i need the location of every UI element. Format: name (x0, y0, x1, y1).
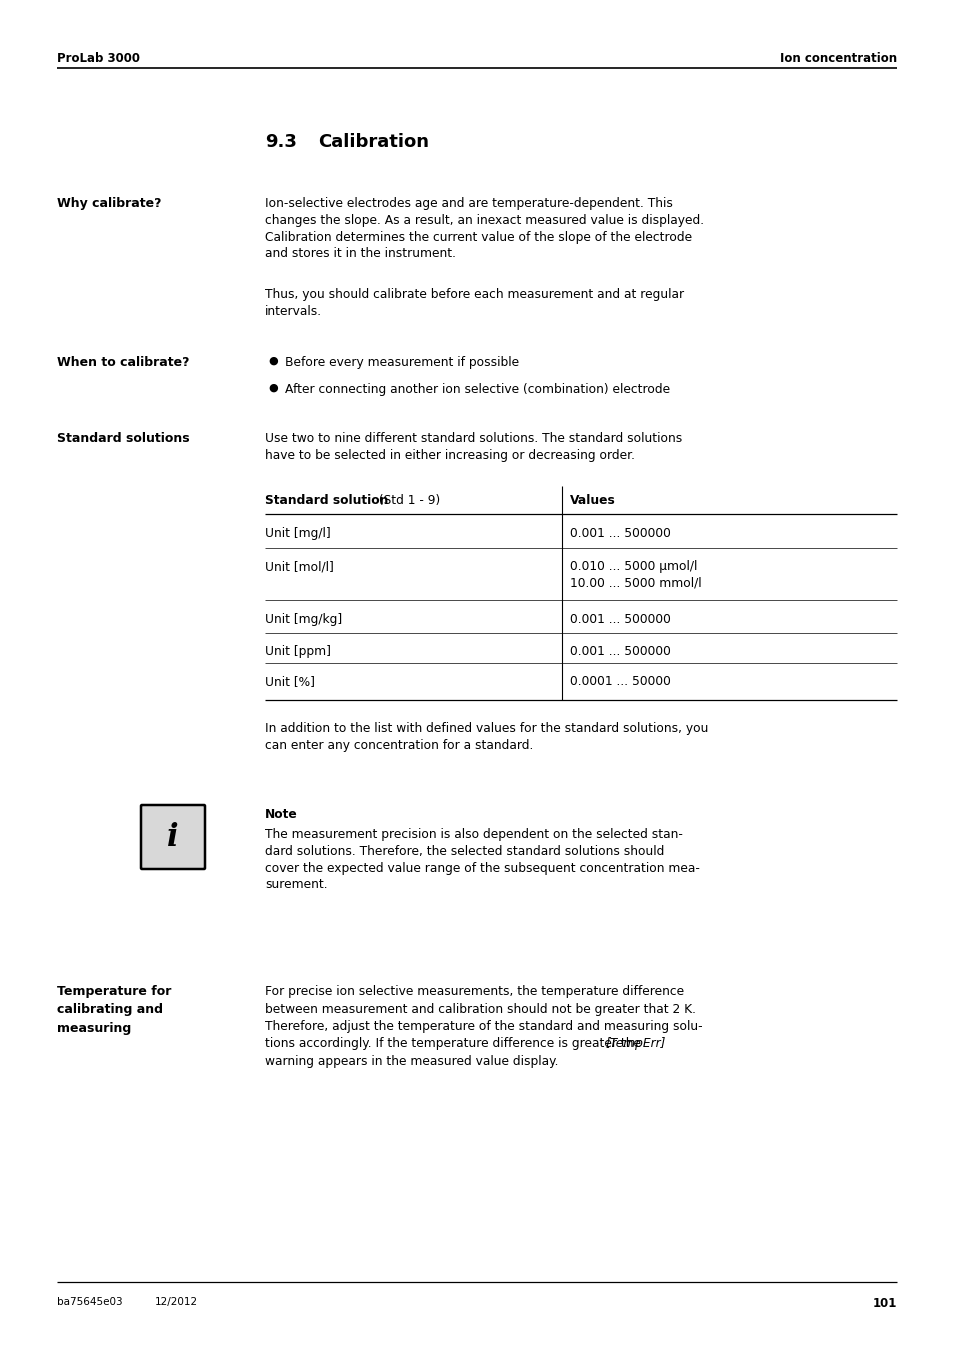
Text: (Std 1 - 9): (Std 1 - 9) (375, 494, 439, 507)
Text: 101: 101 (872, 1297, 896, 1310)
Text: Unit [mg/l]: Unit [mg/l] (265, 527, 331, 540)
Text: Why calibrate?: Why calibrate? (57, 197, 161, 209)
Text: Thus, you should calibrate before each measurement and at regular
intervals.: Thus, you should calibrate before each m… (265, 288, 683, 317)
Text: 0.010 ... 5000 μmol/l
10.00 ... 5000 mmol/l: 0.010 ... 5000 μmol/l 10.00 ... 5000 mmo… (569, 561, 700, 590)
Text: Standard solution: Standard solution (265, 494, 388, 507)
Text: ●: ● (268, 357, 277, 366)
Text: i: i (167, 821, 178, 852)
Text: When to calibrate?: When to calibrate? (57, 357, 190, 369)
Text: Unit [mol/l]: Unit [mol/l] (265, 561, 334, 573)
Text: Before every measurement if possible: Before every measurement if possible (285, 357, 518, 369)
Text: 9.3: 9.3 (265, 132, 296, 151)
Text: Unit [mg/kg]: Unit [mg/kg] (265, 613, 342, 626)
Text: Use two to nine different standard solutions. The standard solutions
have to be : Use two to nine different standard solut… (265, 432, 681, 462)
Text: The measurement precision is also dependent on the selected stan-
dard solutions: The measurement precision is also depend… (265, 828, 700, 892)
Text: 12/2012: 12/2012 (154, 1297, 198, 1306)
Text: Ion-selective electrodes age and are temperature-dependent. This
changes the slo: Ion-selective electrodes age and are tem… (265, 197, 703, 261)
Text: 0.001 ... 500000: 0.001 ... 500000 (569, 644, 670, 658)
Text: Therefore, adjust the temperature of the standard and measuring solu-: Therefore, adjust the temperature of the… (265, 1020, 702, 1034)
Text: Ion concentration: Ion concentration (779, 51, 896, 65)
Text: Unit [ppm]: Unit [ppm] (265, 644, 331, 658)
Text: Unit [%]: Unit [%] (265, 676, 314, 688)
Text: ProLab 3000: ProLab 3000 (57, 51, 140, 65)
Text: After connecting another ion selective (combination) electrode: After connecting another ion selective (… (285, 382, 669, 396)
Text: ba75645e03: ba75645e03 (57, 1297, 123, 1306)
Text: In addition to the list with defined values for the standard solutions, you
can : In addition to the list with defined val… (265, 721, 708, 751)
Text: [TempErr]: [TempErr] (605, 1038, 666, 1051)
Text: tions accordingly. If the temperature difference is greater the: tions accordingly. If the temperature di… (265, 1038, 644, 1051)
Text: 0.001 ... 500000: 0.001 ... 500000 (569, 613, 670, 626)
Text: 0.0001 ... 50000: 0.0001 ... 50000 (569, 676, 670, 688)
Text: For precise ion selective measurements, the temperature difference: For precise ion selective measurements, … (265, 985, 683, 998)
Text: between measurement and calibration should not be greater that 2 K.: between measurement and calibration shou… (265, 1002, 696, 1016)
Text: Temperature for
calibrating and
measuring: Temperature for calibrating and measurin… (57, 985, 172, 1035)
Text: Note: Note (265, 808, 297, 821)
FancyBboxPatch shape (141, 805, 205, 869)
Text: Calibration: Calibration (317, 132, 429, 151)
Text: Values: Values (569, 494, 615, 507)
Text: Standard solutions: Standard solutions (57, 432, 190, 444)
Text: 0.001 ... 500000: 0.001 ... 500000 (569, 527, 670, 540)
Text: ●: ● (268, 382, 277, 393)
Text: warning appears in the measured value display.: warning appears in the measured value di… (265, 1055, 558, 1069)
